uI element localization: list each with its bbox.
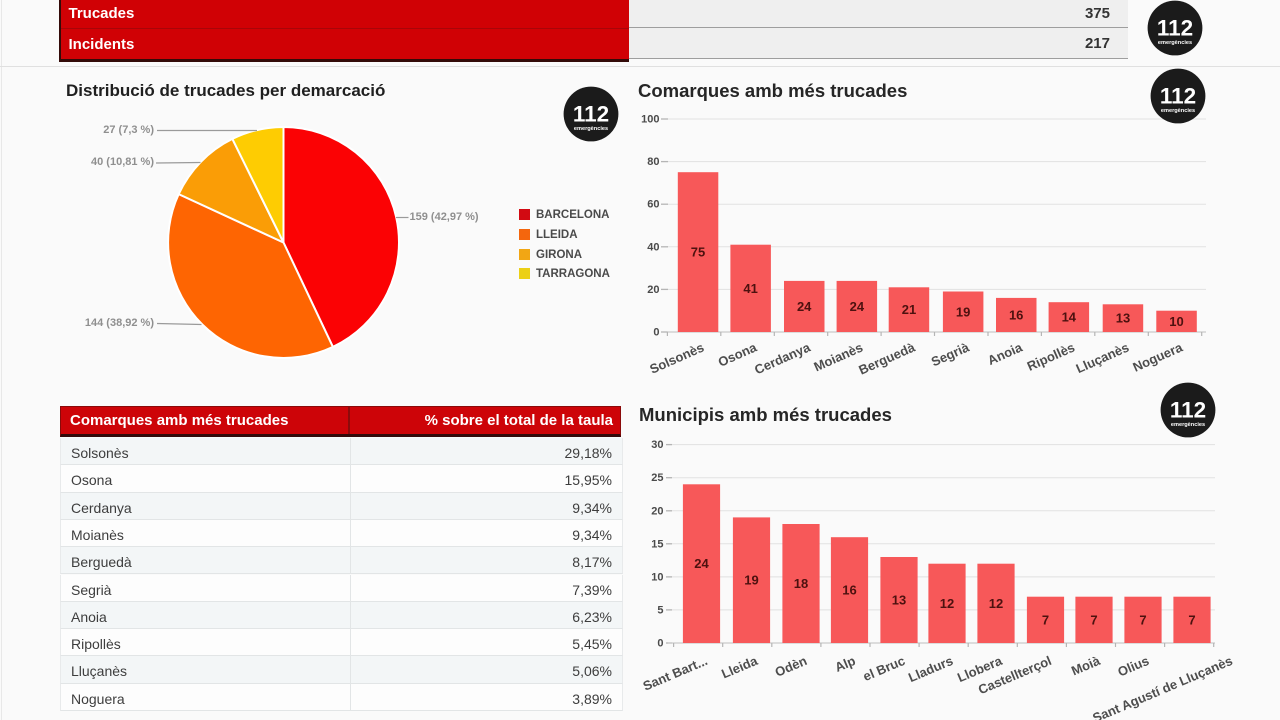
svg-text:Moianès: Moianès xyxy=(812,340,866,375)
svg-text:25: 25 xyxy=(651,472,663,484)
svg-text:112: 112 xyxy=(1159,84,1195,109)
svg-text:emergències: emergències xyxy=(1160,108,1194,114)
svg-text:80: 80 xyxy=(647,156,659,168)
svg-text:Sant Bart...: Sant Bart... xyxy=(641,653,710,694)
svg-text:100: 100 xyxy=(641,114,659,126)
svg-text:75: 75 xyxy=(691,245,705,260)
svg-text:emergències: emergències xyxy=(573,126,607,132)
svg-text:15: 15 xyxy=(651,538,663,550)
svg-text:5: 5 xyxy=(657,604,663,616)
svg-text:7: 7 xyxy=(1090,612,1097,627)
svg-text:el Bruc: el Bruc xyxy=(861,653,907,684)
svg-text:41: 41 xyxy=(743,281,757,296)
svg-text:Alp: Alp xyxy=(833,653,858,675)
svg-text:12: 12 xyxy=(989,596,1003,611)
svg-text:Lluçanès: Lluçanès xyxy=(1074,340,1132,377)
svg-text:Ripollès: Ripollès xyxy=(1025,340,1077,374)
svg-text:20: 20 xyxy=(651,505,663,517)
svg-text:emergències: emergències xyxy=(1157,40,1191,46)
svg-text:14: 14 xyxy=(1062,310,1077,325)
svg-text:emergències: emergències xyxy=(1171,422,1205,428)
svg-text:13: 13 xyxy=(892,593,906,608)
svg-text:Lladurs: Lladurs xyxy=(906,653,955,685)
svg-text:Solsonès: Solsonès xyxy=(647,340,706,377)
svg-text:7: 7 xyxy=(1042,612,1049,627)
svg-text:10: 10 xyxy=(1169,314,1183,329)
svg-text:24: 24 xyxy=(797,299,812,314)
svg-text:24: 24 xyxy=(694,556,709,571)
svg-text:21: 21 xyxy=(902,302,916,317)
svg-text:0: 0 xyxy=(653,327,659,339)
svg-text:16: 16 xyxy=(842,583,856,598)
svg-text:0: 0 xyxy=(657,638,663,650)
svg-text:40: 40 xyxy=(647,241,659,253)
svg-text:112: 112 xyxy=(1170,397,1206,422)
svg-text:Sant Agustí de Lluçanès: Sant Agustí de Lluçanès xyxy=(1090,653,1234,720)
svg-text:20: 20 xyxy=(647,284,659,296)
svg-text:12: 12 xyxy=(940,596,954,611)
svg-text:Moià: Moià xyxy=(1069,653,1103,679)
svg-text:Anoia: Anoia xyxy=(985,339,1025,368)
svg-text:112: 112 xyxy=(572,102,608,127)
svg-text:Olius: Olius xyxy=(1115,653,1151,680)
svg-text:19: 19 xyxy=(956,304,970,319)
svg-text:13: 13 xyxy=(1116,311,1130,326)
svg-text:19: 19 xyxy=(744,573,758,588)
svg-text:10: 10 xyxy=(651,571,663,583)
svg-text:16: 16 xyxy=(1009,308,1023,323)
svg-text:30: 30 xyxy=(651,439,663,451)
svg-text:Noguera: Noguera xyxy=(1130,339,1185,374)
svg-text:112: 112 xyxy=(1156,16,1192,41)
svg-text:Odèn: Odèn xyxy=(773,653,809,680)
svg-text:Segrià: Segrià xyxy=(929,339,972,369)
svg-text:7: 7 xyxy=(1139,612,1146,627)
svg-text:24: 24 xyxy=(850,299,865,314)
svg-text:60: 60 xyxy=(647,199,659,211)
svg-text:7: 7 xyxy=(1188,612,1195,627)
svg-text:Lleida: Lleida xyxy=(719,653,760,682)
svg-text:Cerdanya: Cerdanya xyxy=(752,339,813,377)
svg-text:Berguedà: Berguedà xyxy=(856,339,918,377)
svg-text:18: 18 xyxy=(794,576,808,591)
